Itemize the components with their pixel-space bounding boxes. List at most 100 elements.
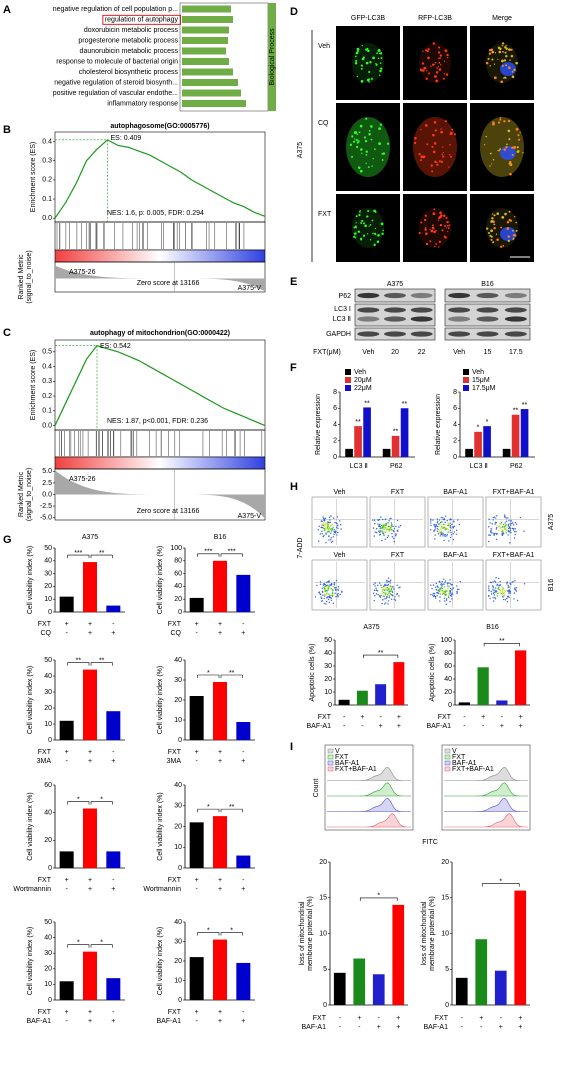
flow-event (322, 524, 325, 527)
flow-event (432, 584, 435, 586)
flow-event (442, 518, 444, 521)
blot-band (384, 316, 406, 322)
low-label: A375-V (238, 285, 262, 292)
flow-event (503, 527, 505, 529)
condition-mark: + (88, 749, 92, 756)
puncta (494, 52, 497, 54)
flow-event (492, 589, 494, 591)
flow-event (378, 595, 381, 597)
blot-band (476, 331, 499, 337)
flow-event (324, 595, 326, 597)
condition-mark: + (218, 1018, 222, 1025)
blot-band (504, 331, 527, 337)
condition-mark: - (195, 886, 198, 893)
flow-event (497, 586, 500, 589)
y-tick-label: 20 (44, 837, 52, 844)
es-curve (54, 139, 266, 219)
flow-event (387, 535, 390, 537)
flow-event (495, 532, 497, 535)
flow-event (499, 580, 501, 583)
condition-mark: + (499, 1024, 503, 1031)
flow-event (510, 524, 512, 526)
flow-event (509, 523, 512, 525)
condition-mark: + (519, 714, 523, 721)
blot-band (504, 316, 527, 322)
puncta (515, 229, 518, 232)
flow-event (375, 593, 378, 595)
flow-event (387, 522, 389, 524)
flow-event (447, 587, 449, 590)
flow-event (393, 537, 395, 540)
puncta (438, 216, 441, 220)
flow-event (383, 525, 385, 527)
condition-mark: - (242, 1009, 245, 1016)
puncta (436, 163, 439, 166)
flow-event (334, 521, 336, 524)
condition-mark: + (195, 749, 199, 756)
puncta (422, 69, 425, 72)
significance-bracket (67, 554, 90, 559)
flow-event (456, 588, 459, 590)
y-tick-label: 30 (44, 950, 52, 957)
flow-event (440, 584, 442, 586)
flow-event (341, 590, 343, 592)
bar (106, 711, 121, 740)
micrograph (403, 194, 467, 262)
blot-band (448, 331, 471, 337)
flow-event (437, 592, 440, 595)
flow-event (327, 530, 329, 533)
flow-event (489, 534, 491, 536)
puncta (435, 71, 439, 74)
flow-event (430, 593, 432, 596)
condition-mark: + (241, 886, 245, 893)
flow-event (372, 527, 375, 529)
puncta (361, 44, 363, 47)
bar (182, 100, 246, 107)
bar (496, 700, 508, 705)
flow-event (328, 530, 330, 533)
flow-event (338, 520, 341, 522)
puncta (499, 148, 502, 151)
flow-event (325, 590, 328, 592)
flow-event (438, 529, 440, 531)
legend-label: V (452, 748, 457, 755)
flow-event (506, 526, 508, 528)
flow-event (374, 594, 376, 597)
y-tick-label: 4 (453, 421, 457, 428)
blot-band (448, 292, 471, 299)
puncta (445, 227, 448, 229)
condition-mark: - (500, 1015, 503, 1022)
flow-event (378, 525, 380, 527)
condition-mark: + (88, 1009, 92, 1016)
flow-event (336, 526, 338, 529)
flow-event (332, 602, 334, 604)
puncta (513, 68, 516, 71)
histogram-curve (444, 766, 528, 781)
y-tick-label: 0 (178, 737, 182, 744)
flow-event (328, 522, 330, 525)
flow-event (384, 589, 386, 591)
y-tick-label: 10 (324, 689, 332, 696)
panel-letter: D (290, 6, 298, 18)
puncta (438, 57, 440, 60)
flow-event (493, 534, 495, 536)
flow-event (386, 527, 388, 530)
cell-line-label: A375 (548, 514, 555, 530)
y-tick-label: 20 (319, 859, 327, 866)
condition-mark: - (378, 1015, 381, 1022)
significance-label: ** (355, 419, 361, 426)
flow-event (321, 530, 323, 532)
condition-name: Wortmannin (13, 886, 51, 893)
stats-label: NES: 1.87, p<0.001, FDR: 0.236 (107, 418, 208, 425)
puncta (497, 58, 499, 60)
gsea-title: autophagy of mitochondrion(GO:0000422) (90, 330, 230, 337)
y-tick-label: 40 (44, 810, 52, 817)
puncta (438, 246, 440, 248)
puncta (420, 128, 422, 131)
flow-event (326, 584, 329, 586)
y-tick-label: 0 (453, 454, 457, 461)
puncta (372, 56, 375, 60)
flow-event (385, 522, 387, 525)
flow-event (328, 526, 330, 528)
flow-event (333, 594, 335, 596)
